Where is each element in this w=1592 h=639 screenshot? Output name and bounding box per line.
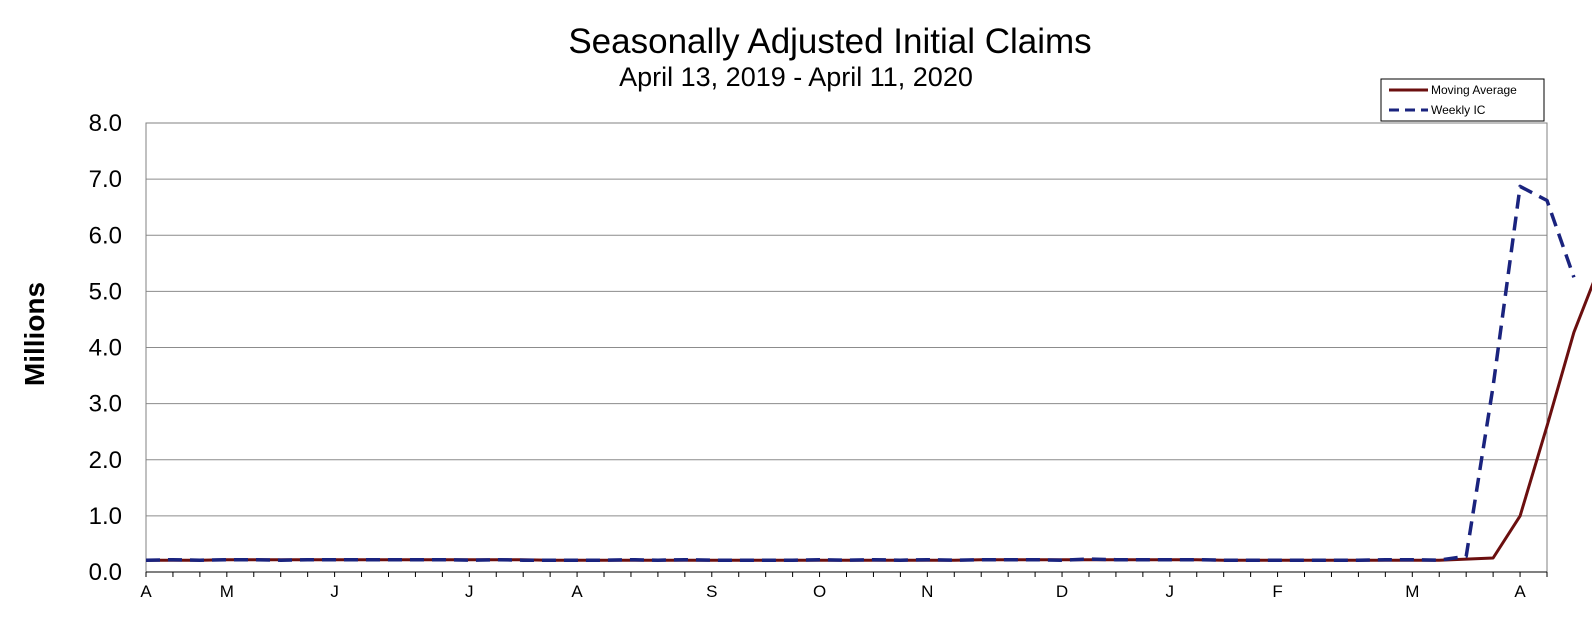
- y-tick-label-6: 6.0: [89, 222, 122, 249]
- y-tick-label-7: 7.0: [89, 166, 122, 193]
- x-tick-label-8: D: [1056, 582, 1068, 601]
- x-tick-label-9: J: [1166, 582, 1175, 601]
- gridlines: [146, 122, 1547, 573]
- y-tick-label-4: 4.0: [89, 335, 122, 362]
- series-group: [145, 184, 1592, 562]
- x-tick-label-10: F: [1272, 582, 1282, 601]
- y-tick-label-8: 8.0: [89, 110, 122, 137]
- x-tick-label-1: M: [220, 582, 234, 601]
- x-tick-label-5: S: [706, 582, 717, 601]
- y-tick-label-1: 1.0: [89, 503, 122, 530]
- x-tick-label-11: M: [1405, 582, 1419, 601]
- y-axis-ticks: 0.0 1.0 2.0 3.0 4.0 5.0 6.0 7.0 8.0: [89, 110, 122, 586]
- x-tick-label-6: O: [813, 582, 826, 601]
- chart-subtitle: April 13, 2019 - April 11, 2020: [619, 62, 973, 92]
- legend-label-moving-average: Moving Average: [1431, 83, 1517, 97]
- x-tick-label-7: N: [921, 582, 933, 601]
- legend-box: [1380, 78, 1545, 122]
- x-tick-label-4: A: [571, 582, 583, 601]
- y-tick-label-2: 2.0: [89, 447, 122, 474]
- x-tick-label-3: J: [465, 582, 474, 601]
- x-tick-label-2: J: [330, 582, 339, 601]
- x-tick-label-12: A: [1514, 582, 1526, 601]
- y-tick-label-3: 3.0: [89, 391, 122, 418]
- y-tick-label-0: 0.0: [89, 559, 122, 586]
- y-tick-label-5: 5.0: [89, 278, 122, 305]
- legend: Moving Average Weekly IC: [1380, 78, 1545, 122]
- series-line-weekly-ic: [145, 184, 1576, 562]
- legend-label-weekly-ic: Weekly IC: [1431, 103, 1486, 117]
- x-tick-label-0: A: [140, 582, 152, 601]
- chart-title: Seasonally Adjusted Initial Claims: [568, 22, 1092, 61]
